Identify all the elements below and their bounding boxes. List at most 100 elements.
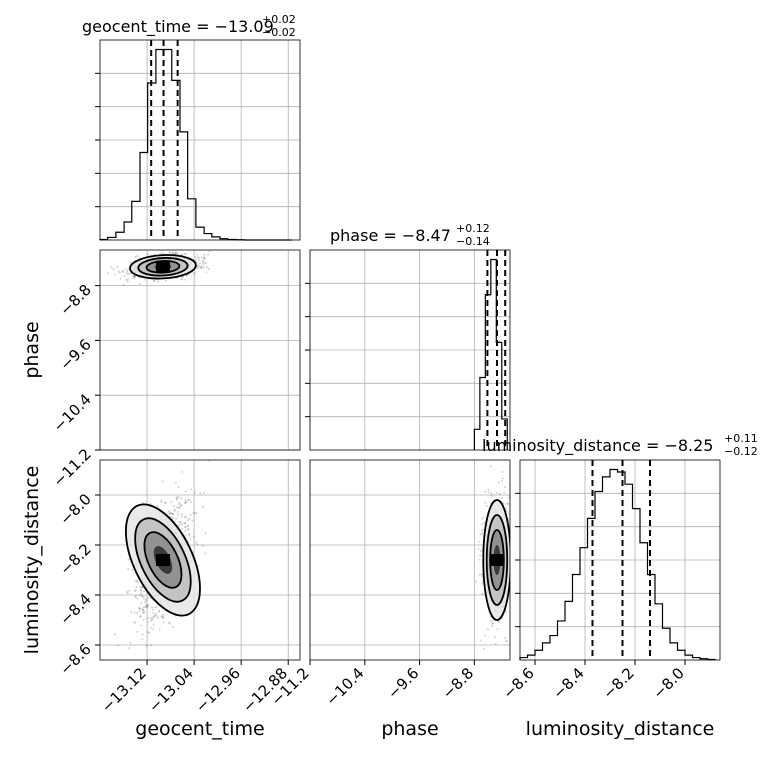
sample-point <box>490 465 492 467</box>
sample-point <box>181 523 183 525</box>
sample-point <box>144 601 146 603</box>
sample-point <box>150 644 152 646</box>
sample-point <box>178 504 180 506</box>
sample-point <box>172 626 174 628</box>
sample-point <box>190 514 192 516</box>
sample-point <box>204 553 206 555</box>
sample-point <box>141 638 143 640</box>
x-tick-label: −10.4 <box>322 664 367 709</box>
sample-point <box>140 602 142 604</box>
sample-point <box>128 558 130 560</box>
sample-point <box>193 273 195 275</box>
sample-point <box>475 581 477 583</box>
sample-point <box>140 588 142 590</box>
sample-point <box>140 586 142 588</box>
sample-point <box>185 535 187 537</box>
sample-point <box>178 486 180 488</box>
sample-point <box>498 481 500 483</box>
sample-point <box>479 555 481 557</box>
sample-point <box>175 496 177 498</box>
sample-point <box>159 628 161 630</box>
sample-point <box>510 600 512 602</box>
x-tick-label: −12.96 <box>192 664 244 716</box>
y-tick-label: −8.2 <box>56 540 94 578</box>
sample-point <box>179 523 181 525</box>
sample-point <box>178 496 180 498</box>
x-tick-label: −13.12 <box>98 664 150 716</box>
diag-panel-geocent_time <box>95 40 300 240</box>
sample-point <box>136 598 138 600</box>
sample-point <box>157 617 159 619</box>
sample-point <box>514 586 516 588</box>
sample-point <box>140 625 142 627</box>
sample-point <box>152 612 154 614</box>
sample-point <box>207 253 209 255</box>
sample-point <box>110 266 112 268</box>
sample-point <box>498 621 500 623</box>
peak-bin <box>490 554 504 566</box>
x-tick-label: −8.8 <box>439 664 477 702</box>
sample-point <box>512 505 514 507</box>
sample-point <box>180 505 182 507</box>
sample-point <box>505 640 507 642</box>
y-tick-label: −8.0 <box>56 490 94 528</box>
sample-point <box>147 617 149 619</box>
x-tick-label: −8.2 <box>599 664 637 702</box>
svg-text:+0.12: +0.12 <box>456 222 490 235</box>
sample-point <box>114 273 116 275</box>
sample-point <box>155 612 157 614</box>
sample-point <box>123 275 125 277</box>
sample-point <box>187 525 189 527</box>
sample-point <box>117 644 119 646</box>
sample-point <box>168 621 170 623</box>
sample-point <box>199 262 201 264</box>
histogram-phase <box>474 260 507 450</box>
sample-point <box>146 644 148 646</box>
sample-point <box>146 605 148 607</box>
sample-point <box>129 642 131 644</box>
sample-point <box>136 255 138 257</box>
sample-point <box>189 533 191 535</box>
svg-text:phase = −8.47: phase = −8.47 <box>330 226 451 245</box>
sample-point <box>136 612 138 614</box>
sample-point <box>198 259 200 261</box>
sample-point <box>203 492 205 494</box>
sample-point <box>150 617 152 619</box>
sample-point <box>161 501 163 503</box>
svg-text:−0.02: −0.02 <box>262 26 296 39</box>
sample-point <box>121 270 123 272</box>
sample-point <box>194 256 196 258</box>
sample-point <box>514 584 516 586</box>
sample-point <box>512 533 514 535</box>
sample-point <box>494 636 496 638</box>
sample-point <box>181 471 183 473</box>
sample-point <box>200 265 202 267</box>
sample-point <box>512 534 514 536</box>
sample-point <box>197 264 199 266</box>
sample-point <box>202 263 204 265</box>
sample-point <box>171 512 173 514</box>
sample-point <box>114 633 116 635</box>
sample-point <box>143 619 145 621</box>
sample-point <box>194 492 196 494</box>
sample-point <box>128 647 130 649</box>
sample-point <box>144 279 146 281</box>
sample-point <box>154 607 156 609</box>
sample-point <box>172 251 174 253</box>
sample-point <box>481 523 483 525</box>
title-luminosity-distance: luminosity_distance = −8.25 +0.11 −0.12 <box>482 432 758 458</box>
sample-point <box>150 620 152 622</box>
sample-point <box>192 512 194 514</box>
sample-point <box>157 281 159 283</box>
sample-point <box>173 505 175 507</box>
sample-point <box>503 492 505 494</box>
sample-point <box>139 610 141 612</box>
sample-point <box>152 617 154 619</box>
sample-point <box>186 275 188 277</box>
sample-point <box>487 489 489 491</box>
sample-point <box>143 610 145 612</box>
sample-point <box>203 266 205 268</box>
histogram-luminosity_distance <box>520 470 715 660</box>
sample-point <box>508 513 510 515</box>
